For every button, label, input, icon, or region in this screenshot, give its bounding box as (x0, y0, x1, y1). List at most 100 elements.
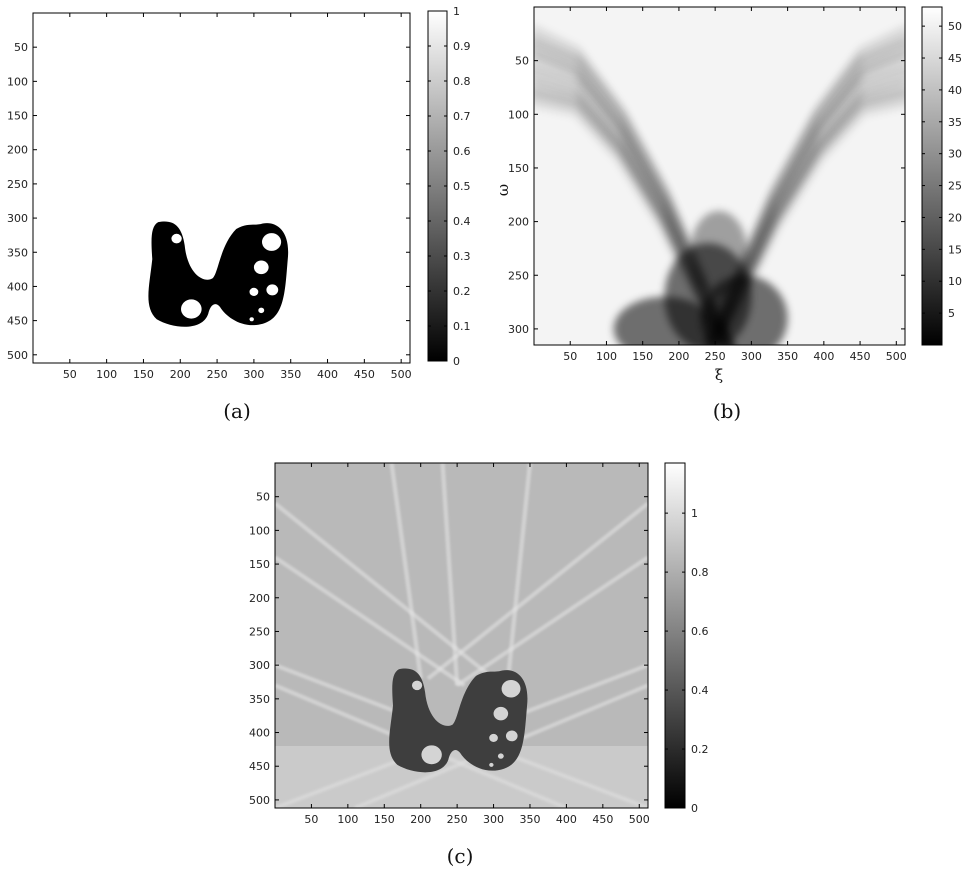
panel-b: 50 100 150 200 250 300 350 400 450 500 50 100 150 200… (494, 6, 962, 423)
panel-b-colorbar-ticks: 5 10 15 20 25 30 35 40 45 50 (922, 20, 962, 320)
y-tick-label: 200 (249, 592, 270, 605)
colorbar-tick-label: 0.8 (691, 566, 709, 579)
panel-a-plot-area (33, 13, 410, 363)
object-hole (489, 733, 498, 742)
y-tick-label: 400 (249, 727, 270, 740)
x-tick-label: 50 (563, 350, 577, 363)
object-silhouette (148, 221, 289, 327)
x-tick-label: 150 (133, 368, 154, 381)
sinogram-dark-region (689, 210, 748, 297)
object-hole (181, 299, 202, 319)
y-tick-label: 350 (7, 246, 28, 259)
colorbar-tick-label: 0.3 (453, 250, 471, 263)
colorbar-tick-label: 1 (453, 5, 460, 18)
y-tick-label: 500 (7, 349, 28, 362)
x-tick-label: 300 (483, 813, 504, 826)
x-tick-label: 500 (391, 368, 412, 381)
object-hole (171, 233, 182, 244)
x-tick-label: 250 (705, 350, 726, 363)
y-tick-label: 250 (7, 178, 28, 191)
y-tick-label: 450 (7, 315, 28, 328)
x-tick-label: 100 (96, 368, 117, 381)
colorbar-tick-label: 0.7 (453, 110, 471, 123)
y-tick-label: 100 (508, 108, 529, 121)
object-hole (249, 287, 259, 297)
x-tick-label: 300 (741, 350, 762, 363)
colorbar-tick-label: 0.9 (453, 40, 471, 53)
panel-b-colorbar (921, 6, 943, 346)
y-tick-label: 150 (508, 162, 529, 175)
colorbar-tick-label: 0.6 (453, 145, 471, 158)
colorbar-tick-label: 0.1 (453, 320, 471, 333)
x-tick-label: 250 (207, 368, 228, 381)
colorbar-tick-label: 25 (948, 180, 962, 193)
colorbar-tick-label: 15 (948, 243, 962, 256)
y-tick-label: 450 (249, 760, 270, 773)
panel-a-frame (32, 12, 411, 364)
object-hole (489, 762, 494, 767)
panel-b-ylabel: ω (494, 184, 512, 196)
x-tick-label: 500 (629, 813, 650, 826)
x-tick-label: 400 (556, 813, 577, 826)
y-tick-label: 100 (249, 524, 270, 537)
panel-c-frame (274, 462, 649, 809)
object-hole (493, 706, 509, 721)
lower-artifact-band (275, 746, 648, 808)
x-tick-label: 200 (668, 350, 689, 363)
streak-artifact (426, 501, 648, 681)
colorbar-tick-label: 0 (453, 355, 460, 368)
caption-c: (c) (447, 844, 474, 868)
streak-artifact (440, 463, 460, 686)
y-tick-label: 100 (7, 75, 28, 88)
colorbar-tick-label: 45 (948, 52, 962, 65)
y-tick-label: 300 (249, 659, 270, 672)
y-tick-label: 250 (508, 269, 529, 282)
y-tick-label: 500 (249, 794, 270, 807)
x-tick-label: 50 (304, 813, 318, 826)
colorbar-tick-label: 0.8 (453, 75, 471, 88)
object-hole (253, 260, 269, 275)
x-tick-label: 350 (280, 368, 301, 381)
object-hole (497, 753, 504, 759)
colorbar-tick-label: 40 (948, 84, 962, 97)
streak-artifact (275, 501, 495, 681)
x-tick-label: 200 (170, 368, 191, 381)
object-hole (261, 233, 282, 251)
colorbar-tick-label: 50 (948, 20, 962, 33)
colorbar-tick-label: 0.2 (691, 743, 709, 756)
object-hole (421, 745, 442, 765)
x-tick-label: 450 (354, 368, 375, 381)
panel-b-ticks: 50 100 150 200 250 300 350 400 450 500 50 100 150 200… (508, 7, 907, 363)
panel-b-xlabel: ξ (715, 366, 723, 384)
streak-artifact (389, 463, 423, 679)
x-tick-label: 300 (243, 368, 264, 381)
streak-artifact (275, 555, 466, 687)
panel-a-ticks: 50 100 150 200 250 300 350 400 450 500 50 100 150 200… (7, 13, 412, 381)
caption-a: (a) (223, 399, 251, 423)
y-tick-label: 300 (508, 323, 529, 336)
panel-c-colorbar-ticks: 0 0.2 0.4 0.6 0.8 1 (665, 507, 709, 815)
colorbar-tick-label: 0.4 (691, 684, 709, 697)
caption-b: (b) (713, 399, 741, 423)
object-hole (501, 679, 521, 698)
x-tick-label: 500 (886, 350, 907, 363)
colorbar-tick-label: 20 (948, 211, 962, 224)
x-tick-label: 150 (374, 813, 395, 826)
colorbar-tick-label: 1 (691, 507, 698, 520)
y-tick-label: 250 (249, 625, 270, 638)
y-tick-label: 50 (256, 491, 270, 504)
panel-c: 50 100 150 200 250 300 350 400 450 500 50 100 150 200… (249, 462, 709, 868)
x-tick-label: 200 (410, 813, 431, 826)
panel-a: 50 100 150 200 250 300 350 400 450 500 50 100 150 200… (7, 5, 471, 423)
panel-c-reconstruction (275, 463, 648, 808)
panel-b-sinogram (534, 25, 905, 345)
y-tick-label: 150 (7, 110, 28, 123)
colorbar-tick-label: 10 (948, 275, 962, 288)
streak-artifact (455, 555, 648, 687)
object-hole (258, 307, 265, 314)
x-tick-label: 350 (519, 813, 540, 826)
colorbar-tick-label: 0.6 (691, 625, 709, 638)
panel-c-colorbar (664, 462, 686, 809)
x-tick-label: 100 (596, 350, 617, 363)
